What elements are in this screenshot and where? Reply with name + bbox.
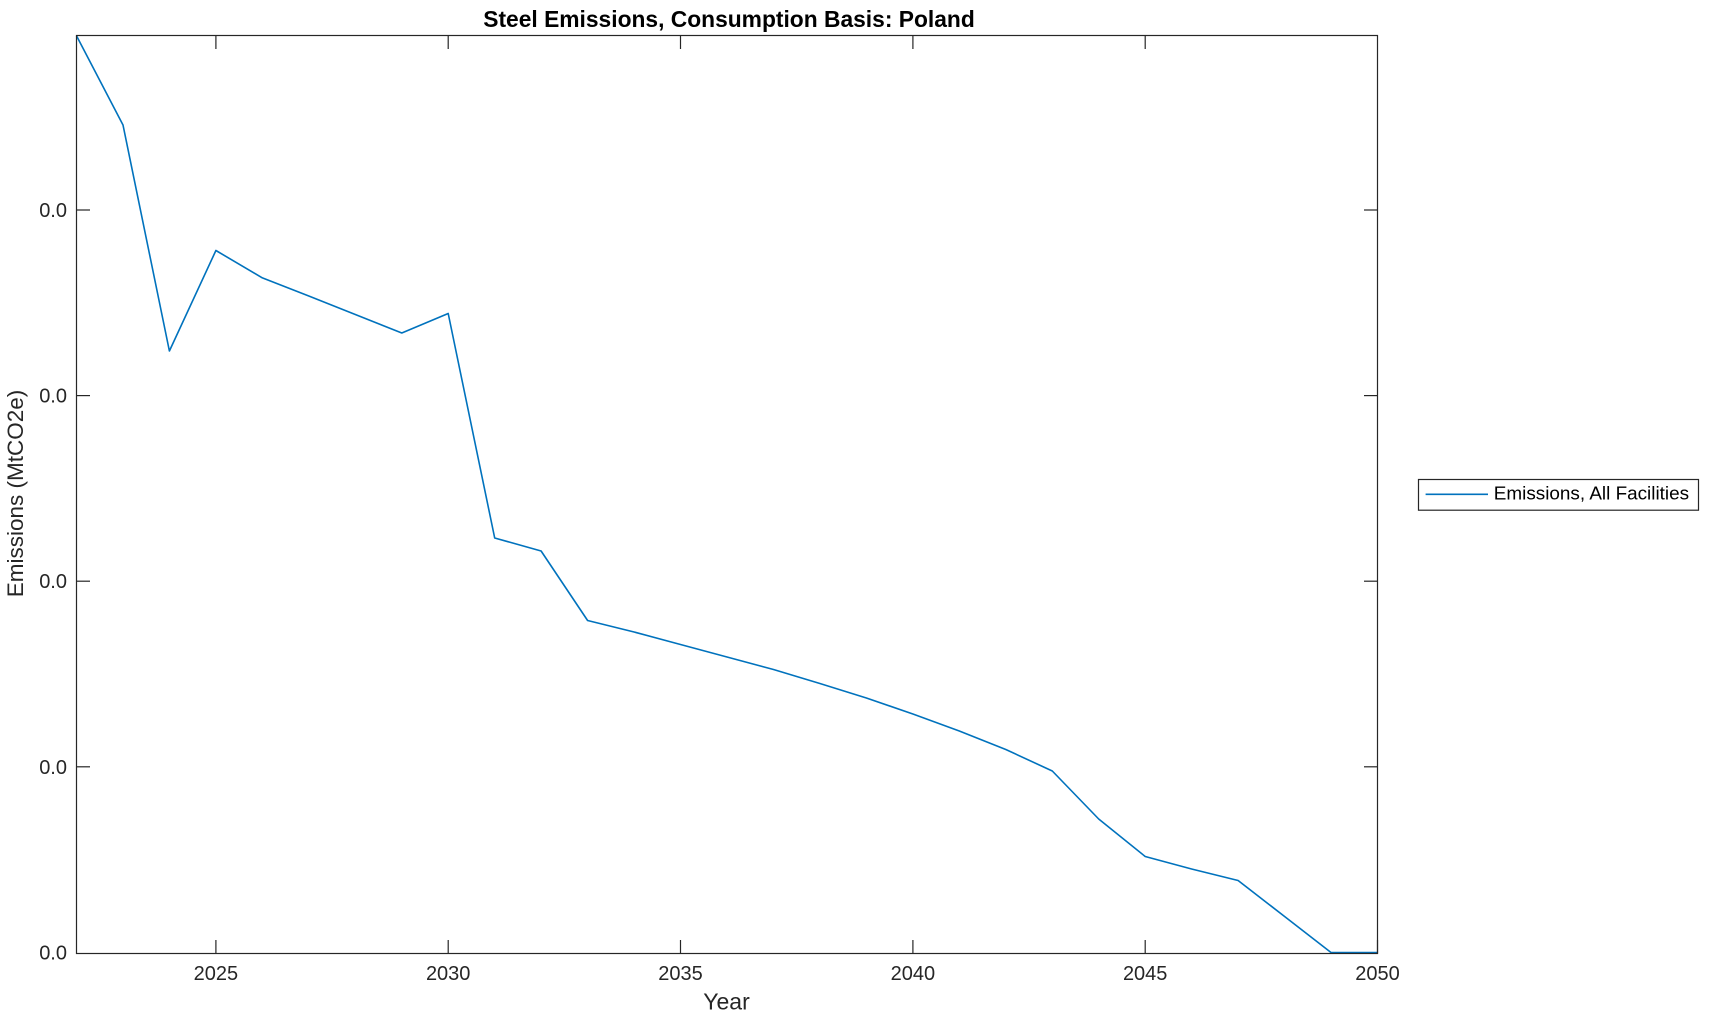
svg-text:0.0: 0.0 bbox=[39, 571, 67, 593]
svg-text:Emissions, All Facilities: Emissions, All Facilities bbox=[1494, 483, 1689, 504]
svg-text:2045: 2045 bbox=[1123, 963, 1168, 985]
svg-text:0.0: 0.0 bbox=[39, 200, 67, 222]
svg-text:0.0: 0.0 bbox=[39, 386, 67, 408]
svg-text:2050: 2050 bbox=[1355, 963, 1400, 985]
svg-text:Emissions (MtCO2e): Emissions (MtCO2e) bbox=[3, 390, 28, 598]
svg-text:2040: 2040 bbox=[891, 963, 936, 985]
svg-text:2025: 2025 bbox=[194, 963, 239, 985]
svg-text:0.0: 0.0 bbox=[39, 942, 67, 964]
svg-text:Year: Year bbox=[703, 989, 750, 1015]
svg-text:2030: 2030 bbox=[426, 963, 471, 985]
svg-text:0.0: 0.0 bbox=[39, 757, 67, 779]
svg-text:2035: 2035 bbox=[658, 963, 703, 985]
svg-text:Steel Emissions, Consumption B: Steel Emissions, Consumption Basis: Pola… bbox=[483, 6, 975, 32]
